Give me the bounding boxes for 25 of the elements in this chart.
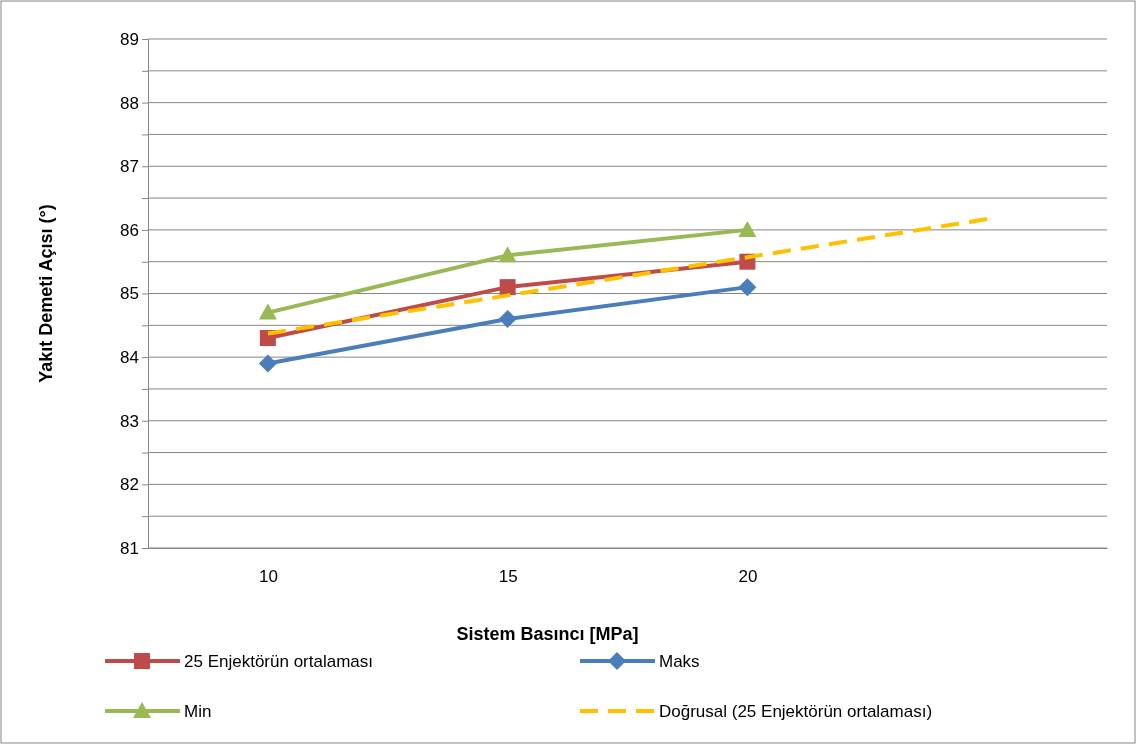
y-tick-label: 88 <box>120 93 139 113</box>
legend-label: Doğrusal (25 Enjektörün ortalaması) <box>659 702 933 721</box>
legend-label: 25 Enjektörün ortalaması <box>184 652 373 671</box>
legend-label: Maks <box>659 652 700 671</box>
point <box>499 279 516 296</box>
point <box>498 246 517 263</box>
point <box>738 278 757 297</box>
x-axis-title: Sistem Basıncı [MPa] <box>456 624 639 644</box>
legend-label: Min <box>184 702 212 721</box>
point <box>738 220 757 237</box>
x-tick-label: 20 <box>738 567 758 587</box>
x-tick-label: 15 <box>498 567 518 587</box>
point <box>258 354 277 373</box>
point <box>498 309 517 328</box>
y-tick-label: 86 <box>120 220 139 240</box>
y-tick-label: 87 <box>120 157 139 177</box>
x-tick-label: 10 <box>258 567 278 587</box>
y-tick-label: 81 <box>120 538 139 558</box>
y-tick-label: 89 <box>120 29 139 49</box>
y-tick-label: 84 <box>120 348 139 368</box>
y-tick-label: 83 <box>120 411 139 431</box>
y-tick-label: 85 <box>120 284 139 304</box>
point <box>258 303 277 320</box>
y-axis-title: Yakıt Demeti Açısı (°) <box>36 204 56 383</box>
y-tick-label: 82 <box>120 475 139 495</box>
